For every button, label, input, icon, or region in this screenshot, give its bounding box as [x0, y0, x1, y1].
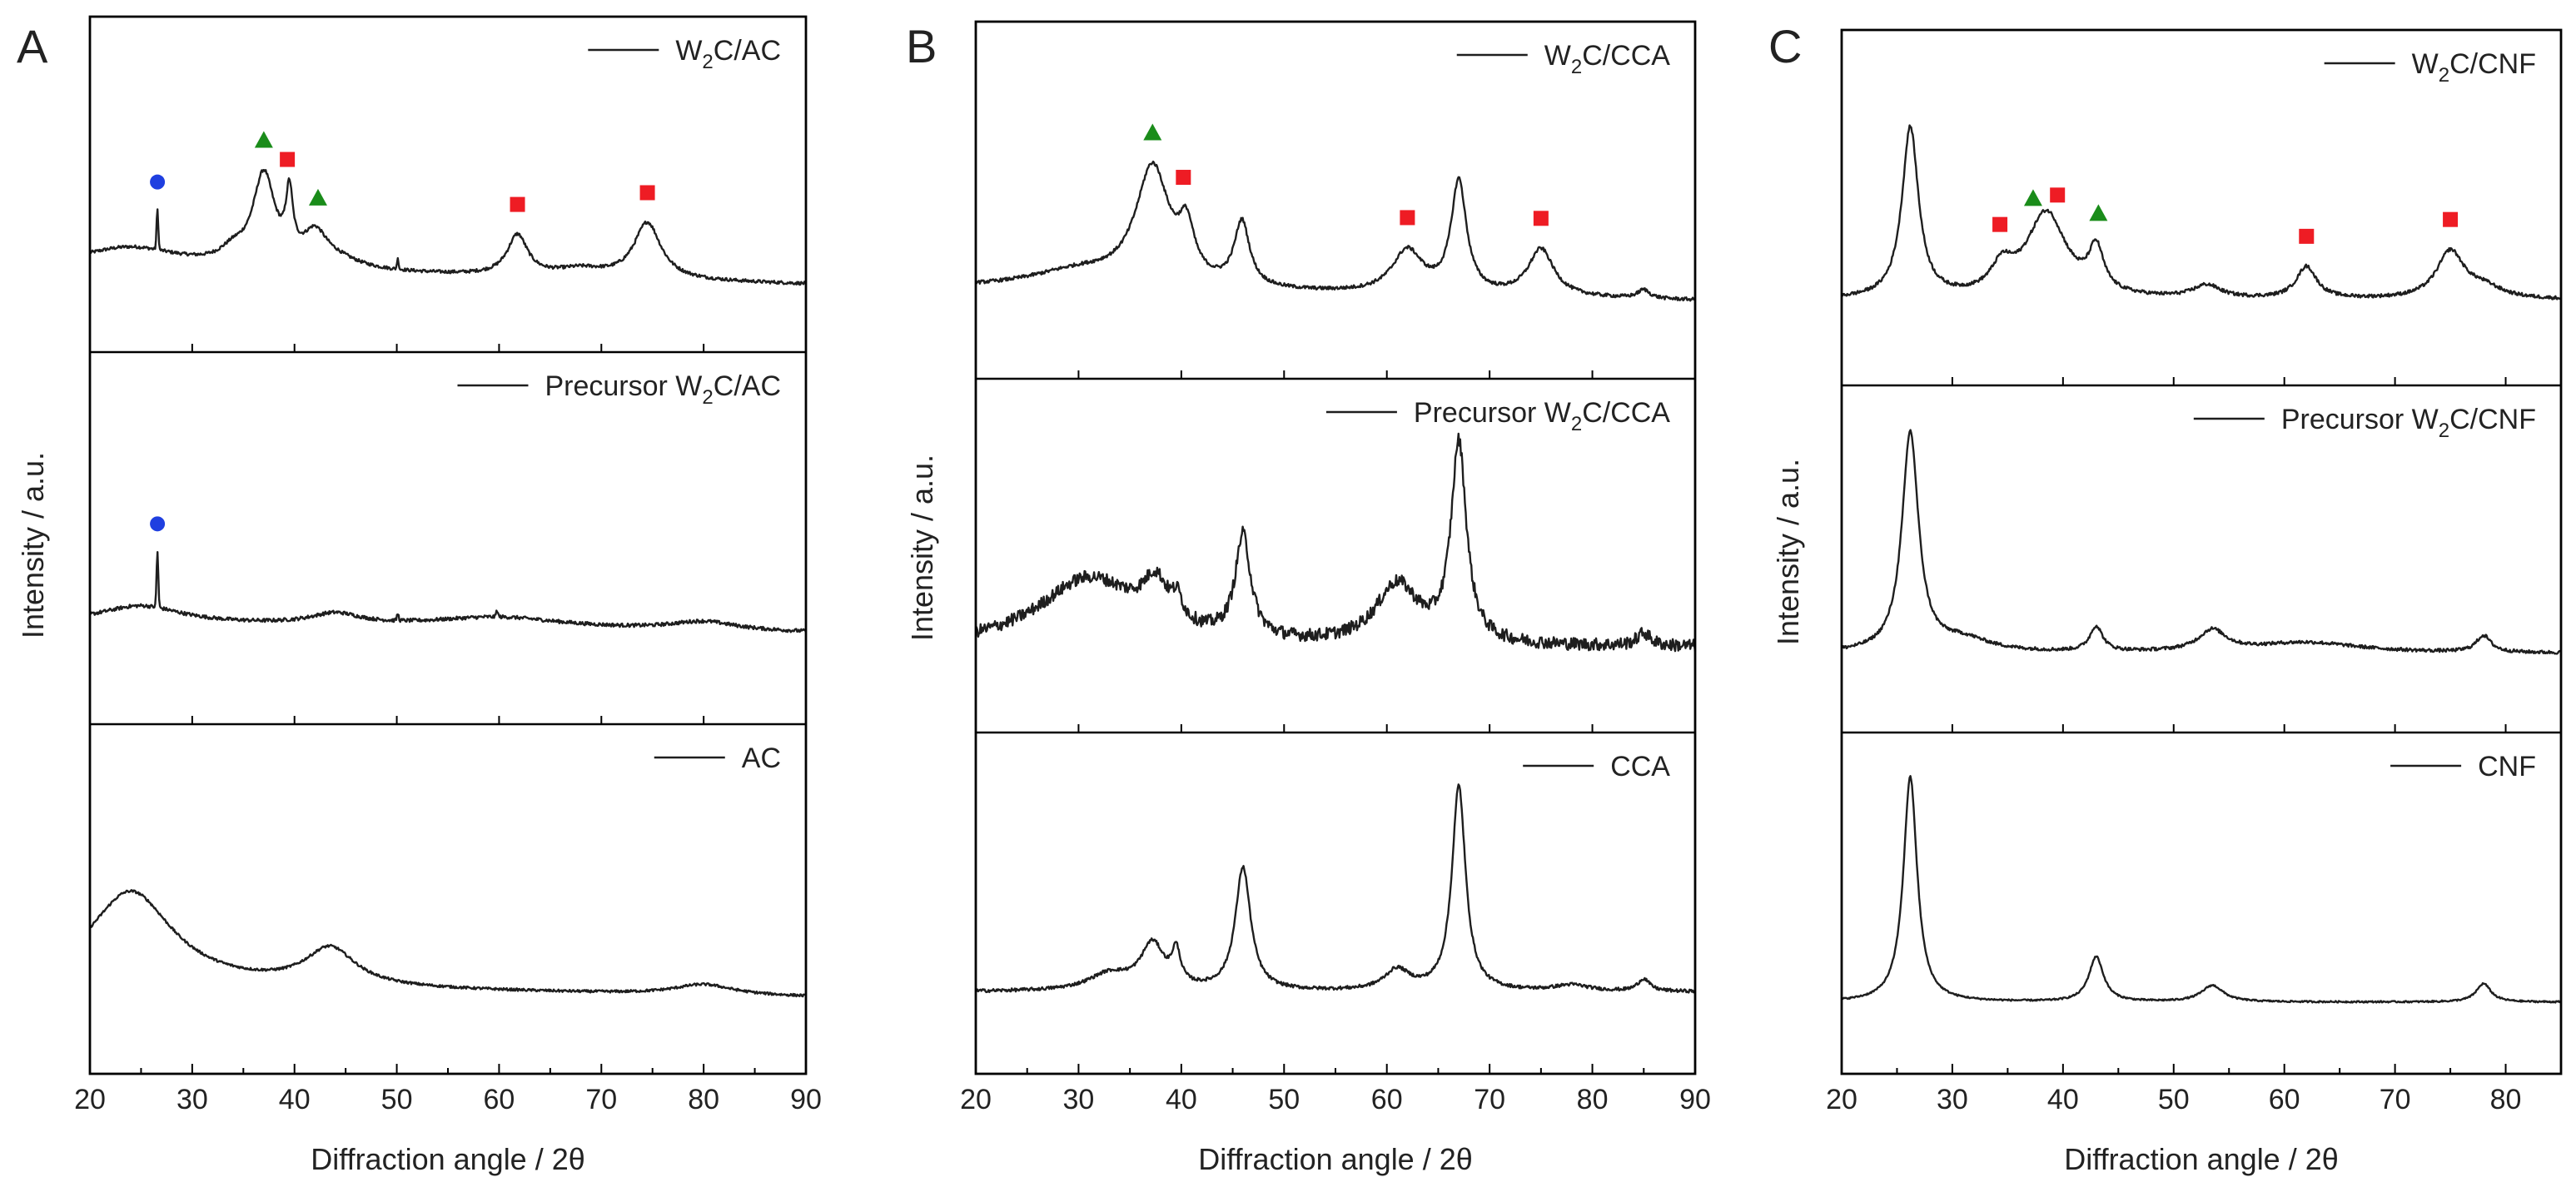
square-marker	[2299, 228, 2315, 244]
legend-label: W2C/CNF	[2412, 48, 2536, 87]
y-axis-title: Intensity / a.u.	[16, 452, 50, 638]
panel-letter: B	[906, 20, 937, 72]
square-marker	[1176, 170, 1191, 186]
x-tick-label: 30	[177, 1084, 208, 1115]
circle-marker	[150, 516, 166, 532]
x-axis-title: Diffraction angle / 2θ	[311, 1142, 585, 1176]
x-tick-label: 30	[1937, 1084, 1968, 1115]
legend-label: Precursor W2C/AC	[545, 370, 781, 409]
x-tick-label: 50	[2158, 1084, 2190, 1115]
y-axis-title: Intensity / a.u.	[1771, 459, 1805, 645]
panel-b: B W2C/CCA Precursor W2C/CCA CCA 20 30 40 50 60 70…	[905, 20, 1711, 1176]
plot-frame	[974, 20, 1697, 1075]
x-tick-label: 80	[2490, 1084, 2522, 1115]
x-tick-label: 20	[74, 1084, 106, 1115]
square-marker	[2443, 211, 2459, 227]
series-line-b-2	[974, 432, 1697, 653]
triangle-marker	[2089, 204, 2108, 221]
plot-frame	[1840, 28, 2563, 1075]
square-marker	[1533, 211, 1549, 226]
x-tick-label: 20	[1826, 1084, 1857, 1115]
x-axis-title: Diffraction angle / 2θ	[1198, 1142, 1473, 1176]
x-tick-label: 60	[1371, 1084, 1403, 1115]
x-tick-label: 60	[484, 1084, 515, 1115]
legend-label: AC	[742, 743, 781, 774]
legend-label: CCA	[1610, 751, 1670, 782]
y-axis-title: Intensity / a.u.	[905, 454, 939, 641]
triangle-marker	[254, 131, 273, 148]
legend-label: W2C/CCA	[1544, 40, 1671, 78]
triangle-marker	[1143, 123, 1162, 141]
legend-label: W2C/AC	[675, 35, 781, 73]
square-marker	[2050, 187, 2066, 203]
legend-label: CNF	[2478, 751, 2536, 782]
x-tick-label: 90	[790, 1084, 822, 1115]
series-line-a-3	[89, 889, 807, 998]
x-tick-label: 40	[1166, 1084, 1197, 1115]
series-line-c-3	[1841, 775, 2562, 1004]
panel-letter: A	[17, 20, 48, 72]
x-tick-label: 70	[2380, 1084, 2411, 1115]
x-tick-label: 70	[585, 1084, 617, 1115]
x-tick-label: 40	[2047, 1084, 2079, 1115]
x-tick-label: 90	[1679, 1084, 1711, 1115]
x-tick-label: 80	[1577, 1084, 1609, 1115]
square-marker	[280, 151, 296, 167]
panel-c: C W2C/CNF Precursor W2C/CNF CNF 20 30 40 50 60 70…	[1768, 20, 2563, 1176]
series-line-c-1	[1840, 124, 2563, 300]
series-line-a-2	[89, 551, 808, 633]
x-tick-label: 60	[2269, 1084, 2300, 1115]
square-marker	[1400, 210, 1415, 226]
legend-label: Precursor W2C/CCA	[1414, 397, 1670, 435]
series-line-c-2	[1841, 429, 2562, 655]
x-tick-label: 70	[1474, 1084, 1505, 1115]
x-tick-label: 20	[960, 1084, 992, 1115]
square-marker	[1992, 216, 2008, 232]
x-tick-label: 40	[279, 1084, 311, 1115]
series-line-b-3	[975, 783, 1697, 994]
circle-marker	[150, 174, 166, 190]
x-tick-label: 50	[1268, 1084, 1300, 1115]
panel-a: A W2C/AC Precursor W2C/AC AC 20 30 40 50 60 70 80 9…	[16, 15, 822, 1176]
x-tick-label: 50	[381, 1084, 413, 1115]
square-marker	[639, 185, 655, 201]
series-line-a-1	[89, 169, 807, 286]
series-line-b-1	[975, 160, 1696, 302]
x-axis-title: Diffraction angle / 2θ	[2064, 1142, 2339, 1176]
x-tick-label: 80	[688, 1084, 719, 1115]
square-marker	[510, 196, 525, 212]
x-tick-label: 30	[1063, 1084, 1095, 1115]
triangle-marker	[308, 188, 327, 206]
panel-letter: C	[1768, 20, 1802, 72]
plot-frame	[88, 15, 808, 1075]
legend-label: Precursor W2C/CNF	[2281, 404, 2536, 442]
triangle-marker	[2023, 189, 2042, 206]
